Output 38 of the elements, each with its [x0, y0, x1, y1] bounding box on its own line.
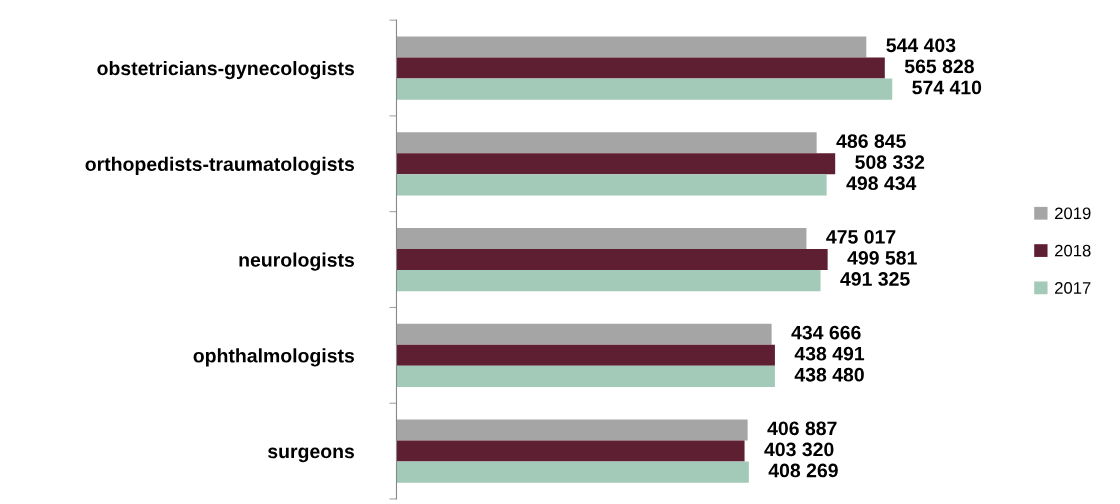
bar: [396, 132, 817, 154]
y-tick-label: neurologists: [239, 252, 355, 271]
bar: [396, 153, 836, 175]
bar: [396, 174, 827, 196]
data-label: 544 403: [886, 38, 956, 53]
data-label: 434 666: [791, 325, 861, 340]
legend-label: 2019: [1055, 207, 1091, 220]
data-label: 491 325: [840, 272, 910, 286]
y-tick-label: surgeons: [267, 447, 355, 463]
y-tick-label: obstetricians-gynecologists: [97, 60, 355, 80]
bar: [396, 461, 749, 483]
data-label: 498 434: [846, 176, 917, 191]
data-label: 508 332: [855, 155, 925, 170]
y-tick-label: orthopedists-traumatologists: [85, 156, 355, 175]
data-label: 438 480: [794, 367, 864, 382]
data-label: 438 491: [794, 346, 865, 361]
bar: [396, 36, 867, 58]
bar: [396, 270, 821, 292]
bar: [396, 419, 748, 441]
bar: [396, 344, 775, 366]
data-label: 406 887: [767, 421, 837, 436]
bar: [396, 323, 772, 345]
bar: [396, 365, 775, 387]
legend-label: 2017: [1055, 282, 1091, 294]
legend-label: 2018: [1055, 244, 1091, 257]
data-label: 408 269: [768, 463, 838, 478]
data-label: 574 410: [912, 80, 982, 95]
bar: [396, 440, 745, 462]
data-label: 499 581: [847, 251, 917, 265]
y-tick-label: ophthalmologists: [193, 348, 355, 367]
bar: [396, 78, 893, 100]
bar: [396, 57, 885, 79]
data-label: 475 017: [826, 229, 896, 244]
data-label: 403 320: [764, 442, 834, 457]
bar: [396, 227, 807, 250]
bar: [396, 249, 828, 271]
data-label: 565 828: [904, 59, 974, 74]
data-label: 486 845: [836, 134, 906, 148]
